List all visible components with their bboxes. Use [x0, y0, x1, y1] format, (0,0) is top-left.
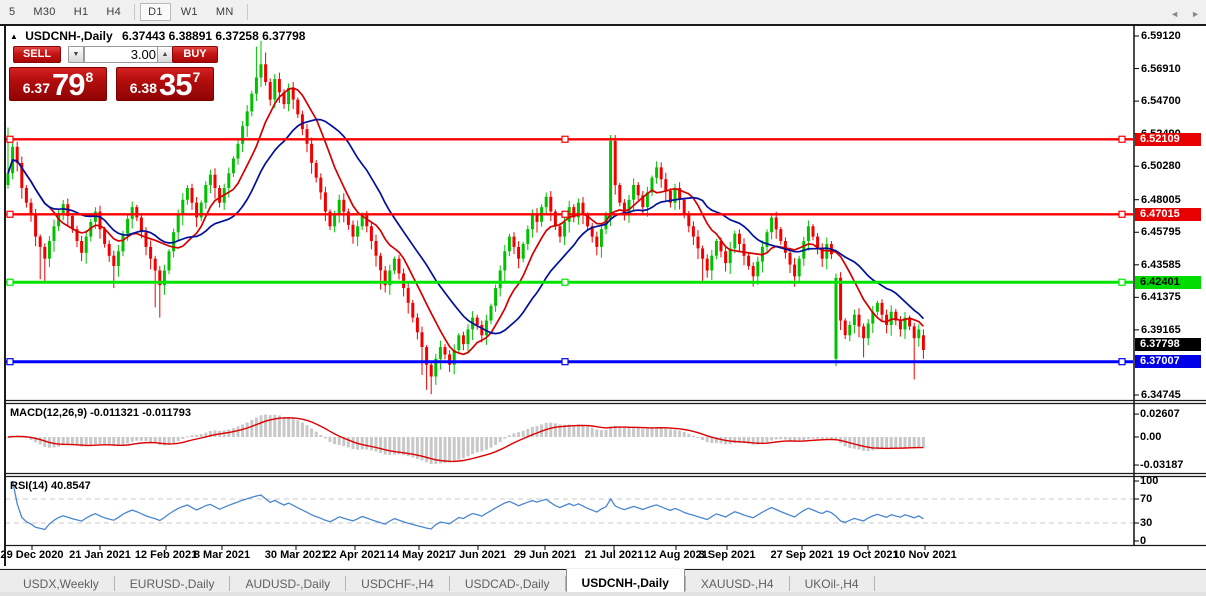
price-tick-label: 6.59120	[1141, 30, 1181, 42]
chart-tab-audusd-daily[interactable]: AUDUSD-,Daily	[245, 576, 331, 591]
timeframe-button-mn[interactable]: MN	[215, 5, 234, 18]
toolbar-separator	[246, 3, 248, 20]
rsi-tick-label: 100	[1140, 475, 1159, 487]
hline-price-label: 6.37007	[1135, 355, 1201, 369]
date-tick-label: 10 Nov 2021	[893, 549, 957, 561]
macd-tick-label: 0.00	[1140, 431, 1162, 443]
volume-increase-button[interactable]: ▲	[157, 46, 173, 63]
chart-tab-eurusd-daily[interactable]: EURUSD-,Daily	[129, 576, 215, 591]
date-tick-label: 21 Jul 2021	[584, 549, 644, 561]
tabs-scroll-left-icon[interactable]: ◄	[1170, 8, 1180, 19]
date-tick-label: 3 Sep 2021	[698, 549, 756, 561]
price-tick-label: 6.45795	[1141, 226, 1181, 239]
date-tick-label: 12 Aug 2021	[644, 549, 708, 561]
tab-separator	[448, 576, 450, 591]
date-tick-label: 30 Mar 2021	[264, 549, 328, 561]
tab-separator	[564, 576, 566, 591]
buy-button[interactable]: BUY	[172, 46, 218, 63]
sell-price-point: 8	[85, 69, 94, 85]
date-tick-label: 12 Feb 2021	[134, 549, 198, 561]
date-tick-label: 8 Mar 2021	[193, 549, 251, 561]
volume-decrease-button[interactable]: ▼	[68, 46, 84, 63]
rsi-tick-label: 0	[1140, 535, 1147, 547]
price-tick-label: 6.50280	[1141, 160, 1181, 173]
timeframe-button-5[interactable]: 5	[9, 5, 16, 18]
price-tick-label: 6.48005	[1141, 193, 1181, 206]
timeframe-toolbar: 5 M30 H1 H4 D1 W1 MN	[0, 0, 1206, 23]
last-price-label: 6.37798	[1135, 338, 1201, 352]
rsi-indicator-label: RSI(14) 40.8547	[10, 480, 91, 492]
date-tick-label: 29 Dec 2020	[0, 549, 64, 561]
chart-tab-usdcnh-daily[interactable]: USDCNH-,Daily	[565, 569, 685, 596]
macd-indicator-label: MACD(12,26,9) -0.011321 -0.011793	[10, 407, 192, 419]
date-tick-label: 14 May 2021	[386, 549, 452, 561]
sell-price-button[interactable]: 6.37 79 8	[9, 67, 107, 101]
date-tick-label: 7 Jun 2021	[449, 549, 507, 561]
hline-price-label: 6.52109	[1135, 132, 1201, 146]
tabs-scroll-right-icon[interactable]: ►	[1191, 8, 1200, 19]
price-tick-label: 6.54700	[1141, 95, 1181, 108]
tab-separator	[788, 576, 790, 591]
symbol-period-label: USDCNH-,Daily	[25, 29, 113, 43]
timeframe-button-h4[interactable]: H4	[106, 5, 122, 18]
one-click-trade-panel: SELL ▼ ▲ BUY 6.37 79 8 6.38 35 7	[9, 44, 218, 101]
tab-separator	[684, 576, 686, 591]
date-tick-label: 22 Apr 2021	[324, 549, 386, 561]
sell-button[interactable]: SELL	[13, 46, 61, 63]
tab-separator	[229, 576, 231, 591]
timeframe-button-w1[interactable]: W1	[180, 5, 198, 18]
chart-tab-usdcad-daily[interactable]: USDCAD-,Daily	[464, 576, 550, 591]
date-tick-label: 29 Jun 2021	[513, 549, 577, 561]
sell-price-prefix: 6.37	[22, 80, 50, 96]
price-tick-label: 6.41375	[1141, 291, 1181, 304]
window-edge	[0, 592, 1206, 596]
macd-tick-label: -0.03187	[1140, 459, 1184, 472]
date-tick-label: 21 Jan 2021	[69, 549, 131, 561]
tab-separator	[345, 576, 347, 591]
price-tick-label: 6.56910	[1141, 62, 1181, 75]
date-tick-label: 19 Oct 2021	[837, 549, 899, 561]
date-tick-label: 27 Sep 2021	[770, 549, 834, 561]
hline-price-label: 6.47015	[1135, 207, 1201, 221]
rsi-tick-label: 70	[1140, 493, 1153, 505]
chart-tab-usdx-weekly[interactable]: USDX,Weekly	[23, 576, 99, 591]
price-tick-label: 6.43585	[1141, 258, 1181, 271]
chart-tab-xauusd-h4[interactable]: XAUUSD-,H4	[700, 576, 774, 591]
buy-price-point: 7	[192, 69, 201, 85]
chart-tab-ukoil-h4[interactable]: UKOil-,H4	[804, 576, 859, 591]
buy-price-button[interactable]: 6.38 35 7	[116, 67, 214, 101]
tab-separator	[873, 576, 875, 591]
chart-title: ▲ USDCNH-,Daily 6.37443 6.38891 6.37258 …	[10, 29, 305, 43]
ohlc-values: 6.37443 6.38891 6.37258 6.37798	[121, 29, 306, 43]
rsi-tick-label: 30	[1140, 517, 1153, 529]
tab-scroll-nav: ◄ ►	[1170, 0, 1200, 27]
price-tick-label: 6.34745	[1141, 389, 1181, 401]
timeframe-button-h1[interactable]: H1	[73, 5, 89, 18]
chart-tab-bar: USDX,Weekly EURUSD-,Daily AUDUSD-,Daily USD…	[0, 569, 1206, 596]
tab-separator	[113, 576, 115, 591]
timeframe-button-m30[interactable]: M30	[33, 5, 56, 18]
collapse-panel-icon[interactable]: ▲	[10, 32, 18, 41]
hline-price-label: 6.42401	[1135, 275, 1201, 289]
chart-tab-usdchf-h4[interactable]: USDCHF-,H4	[361, 576, 434, 591]
price-tick-label: 6.39165	[1141, 323, 1181, 336]
volume-input[interactable]	[84, 46, 163, 63]
sell-price-pips: 79	[51, 67, 85, 102]
chart-window	[0, 24, 1206, 568]
macd-tick-label: 0.02607	[1140, 408, 1180, 421]
toolbar-separator	[134, 3, 136, 20]
buy-price-prefix: 6.38	[129, 80, 157, 96]
timeframe-button-d1[interactable]: D1	[140, 2, 171, 21]
buy-price-pips: 35	[158, 67, 192, 102]
